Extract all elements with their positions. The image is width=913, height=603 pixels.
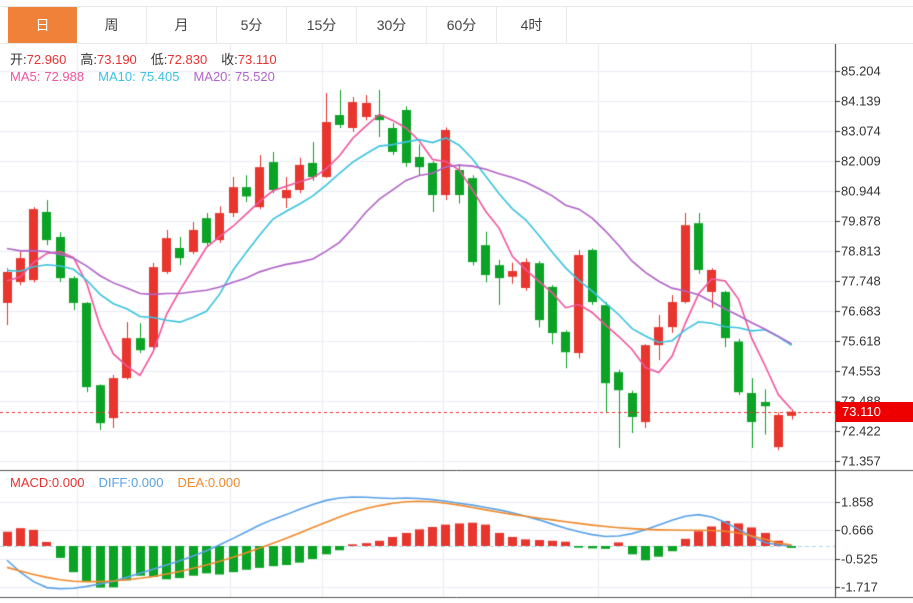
tab-period-4[interactable]: 15分 — [287, 7, 357, 43]
ma-label: MA10: — [98, 69, 136, 84]
ma-legend-item: MA20: 75.520 — [193, 69, 274, 84]
ohlc-value: 72.960 — [26, 52, 67, 67]
price-axis-label: 85.204 — [841, 63, 881, 79]
price-axis-label: 78.813 — [841, 243, 881, 259]
price-axis-label: 80.944 — [841, 183, 881, 199]
price-axis-label: 76.683 — [841, 303, 881, 319]
tab-period-3[interactable]: 5分 — [217, 7, 287, 43]
ohlc-legend: 开:72.960 高:73.190 低:72.830 收:73.110 — [10, 49, 291, 68]
macd-value: 0.000 — [207, 475, 241, 490]
ohlc-label: 低: — [150, 52, 168, 67]
macd-legend-item: DIFF:0.000 — [98, 475, 163, 490]
macd-label: DIFF: — [98, 475, 131, 490]
price-axis-label: 71.357 — [841, 453, 881, 469]
ohlc-item: 低:72.830 — [151, 52, 207, 67]
macd-value: 0.000 — [130, 475, 164, 490]
price-axis-label: 84.139 — [841, 93, 881, 109]
current-price-badge: 73.110 — [836, 401, 913, 422]
ma-legend-item: MA5: 72.988 — [10, 69, 84, 84]
ohlc-value: 73.190 — [97, 52, 137, 67]
ma-legend: MA5: 72.988 MA10: 75.405 MA20: 75.520 — [10, 69, 289, 84]
ma-value: 75.520 — [235, 69, 275, 84]
ohlc-item: 开:72.960 — [10, 52, 66, 67]
tab-period-6[interactable]: 60分 — [427, 7, 497, 43]
ma-value: 75.405 — [139, 69, 180, 84]
macd-legend: MACD:0.000 DIFF:0.000 DEA:0.000 — [10, 475, 254, 490]
ohlc-item: 高:73.190 — [80, 52, 136, 67]
ohlc-value: 73.110 — [237, 52, 277, 67]
price-axis-label: 75.618 — [841, 333, 881, 349]
tabbar-spacer — [0, 7, 8, 43]
ma-value: 72.988 — [44, 69, 85, 84]
ohlc-value: 72.830 — [167, 52, 208, 67]
ohlc-label: 高: — [80, 52, 98, 67]
ma-label: MA20: — [193, 69, 232, 84]
tab-period-5[interactable]: 30分 — [357, 7, 427, 43]
ohlc-label: 开: — [10, 52, 27, 67]
price-axis-label: 72.422 — [841, 423, 881, 439]
ma-label: MA5: — [10, 69, 41, 84]
price-axis-label: 82.009 — [841, 153, 881, 169]
timeframe-tabbar: 日周月 5分 15分 30分 60分 4时 — [0, 6, 913, 44]
ohlc-item: 收:73.110 — [221, 52, 276, 67]
macd-axis-label: 0.666 — [841, 522, 874, 538]
macd-axis-label: 1.858 — [841, 494, 874, 510]
macd-axis-label: -0.525 — [841, 551, 878, 567]
ohlc-label: 收: — [221, 52, 238, 67]
ma-legend-item: MA10: 75.405 — [98, 69, 179, 84]
tab-day[interactable]: 日 — [8, 7, 77, 43]
price-axis-label: 79.878 — [841, 213, 881, 229]
macd-legend-item: MACD:0.000 — [10, 475, 84, 490]
macd-label: MACD: — [10, 475, 52, 490]
macd-label: DEA: — [177, 475, 208, 490]
price-axis-label: 74.553 — [841, 363, 881, 379]
macd-value: 0.000 — [51, 475, 85, 490]
price-axis-label: 83.074 — [841, 123, 881, 139]
macd-axis-label: -1.717 — [841, 579, 878, 595]
tab-period-1[interactable]: 周 — [77, 7, 147, 43]
tab-period-2[interactable]: 月 — [147, 7, 217, 43]
macd-legend-item: DEA:0.000 — [177, 475, 240, 490]
tab-period-7[interactable]: 4时 — [497, 7, 567, 43]
price-axis-label: 77.748 — [841, 273, 881, 289]
